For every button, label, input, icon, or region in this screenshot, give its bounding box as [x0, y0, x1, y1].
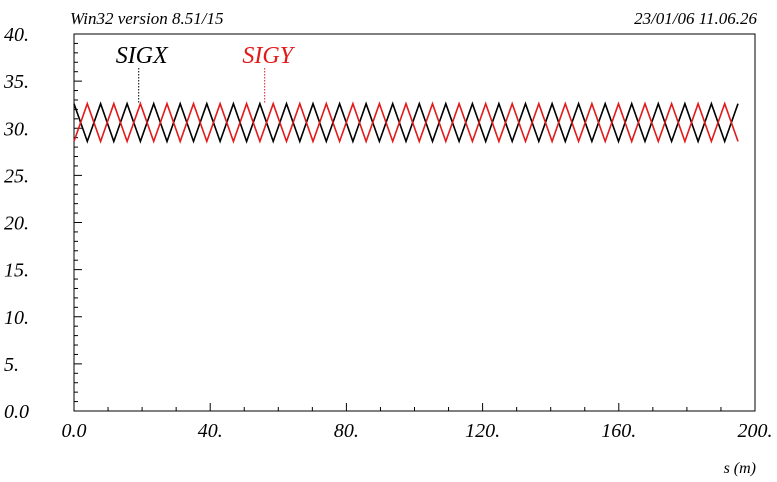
x-tick-label: 0.0: [62, 420, 87, 442]
y-tick-label: 0.0: [4, 401, 29, 423]
y-tick-label: 10.: [4, 307, 29, 329]
series-line-sigx: [73, 101, 739, 144]
version-label: Win32 version 8.51/15: [70, 9, 223, 28]
plot-frame: [73, 33, 756, 412]
x-tick-label: 200.: [738, 420, 773, 442]
series-label-sigx: SIGX: [116, 43, 169, 69]
x-axis-label: s (m): [724, 460, 756, 477]
y-axis: 0.0 5. 10. 15. 20. 25. 30. 35. 40.: [3, 24, 82, 423]
y-tick-label: 20.: [4, 213, 29, 235]
x-tick-label: 80.: [334, 420, 359, 442]
series-line-sigy: [73, 101, 739, 144]
y-tick-label: 35.: [3, 71, 29, 93]
y-tick-label: 15.: [4, 260, 29, 282]
y-tick-label: 30.: [3, 118, 29, 140]
y-tick-label: 5.: [4, 354, 19, 376]
x-axis: 0.0 40. 80. 120. 160. 200.: [62, 403, 773, 442]
series-layer: SIGX SIGY: [73, 43, 739, 144]
timestamp-label: 23/01/06 11.06.26: [634, 9, 757, 28]
x-tick-label: 120.: [465, 420, 500, 442]
x-tick-label: 160.: [601, 420, 636, 442]
y-tick-label: 40.: [4, 24, 29, 46]
x-tick-label: 40.: [198, 420, 223, 442]
y-tick-label: 25.: [4, 165, 29, 187]
series-label-sigy: SIGY: [242, 43, 295, 69]
